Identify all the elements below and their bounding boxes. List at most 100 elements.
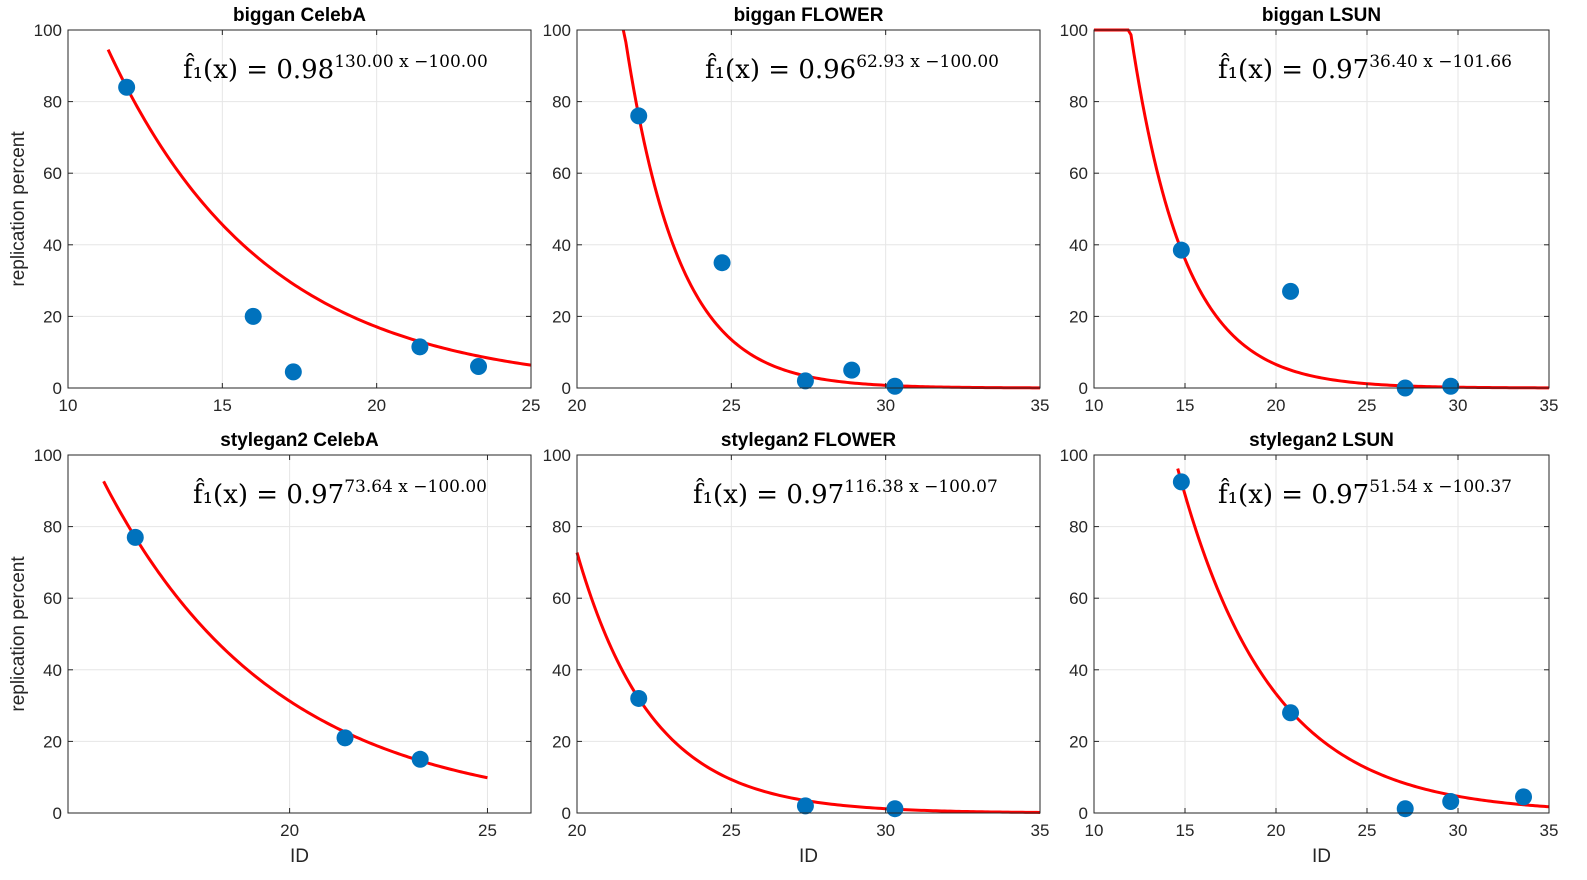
data-point	[1172, 473, 1190, 491]
data-point	[1172, 241, 1190, 259]
axes-box	[67, 29, 532, 389]
y-tick-label: 20	[1069, 307, 1088, 326]
data-point	[630, 689, 648, 707]
x-tick-label: 35	[1540, 396, 1559, 415]
chart-title: biggan FLOWER	[734, 5, 884, 26]
data-point	[1442, 793, 1460, 811]
y-tick-label: 60	[43, 589, 62, 608]
formula-lhs: f̂₁(x) =	[705, 53, 798, 85]
data-point	[118, 78, 136, 96]
x-tick-label: 20	[280, 821, 299, 840]
formula-lhs: f̂₁(x) =	[1218, 53, 1311, 85]
y-tick-label: 0	[1079, 804, 1088, 823]
x-tick-label: 20	[1267, 821, 1286, 840]
fit-formula: f̂₁(x) = 0.9751.54 x −100.37	[1218, 477, 1512, 510]
x-tick-label: 25	[1358, 821, 1377, 840]
formula-exponent: 130.00 x −100.00	[334, 52, 488, 72]
data-point	[1515, 788, 1533, 806]
y-tick-label: 40	[552, 236, 571, 255]
y-axis-label: replication percent	[8, 131, 29, 287]
x-tick-label: 30	[876, 821, 895, 840]
data-point	[411, 338, 429, 356]
x-tick-label: 25	[722, 821, 741, 840]
chart-title: biggan LSUN	[1262, 5, 1381, 26]
y-tick-label: 20	[552, 732, 571, 751]
x-tick-label: 35	[1540, 821, 1559, 840]
formula-base: 0.97	[786, 480, 844, 510]
axes-box	[576, 454, 1041, 814]
data-point	[843, 361, 861, 379]
y-tick-label: 80	[43, 518, 62, 537]
fit-formula: f̂₁(x) = 0.9773.64 x −100.00	[193, 477, 487, 510]
y-tick-label: 80	[552, 93, 571, 112]
chart-panel-3: 10 15 20 25 30 35 0 20 40 60 80 100 biggan LSUN f̂₁(x…	[1060, 5, 1559, 415]
x-tick-label: 25	[522, 396, 541, 415]
x-tick-label: 25	[1358, 396, 1377, 415]
y-tick-label: 100	[34, 21, 62, 40]
x-tick-label: 20	[367, 396, 386, 415]
x-tick-label: 30	[876, 396, 895, 415]
data-point	[630, 107, 648, 125]
fit-curve	[106, 48, 532, 367]
y-tick-label: 80	[1069, 93, 1088, 112]
x-tick-label: 10	[1085, 396, 1104, 415]
plot-area	[1094, 30, 1549, 388]
data-point	[796, 797, 814, 815]
fit-formula: f̂₁(x) = 0.98130.00 x −100.00	[183, 52, 488, 85]
x-tick-label: 25	[722, 396, 741, 415]
formula-base: 0.98	[276, 55, 334, 85]
y-tick-label: 20	[43, 732, 62, 751]
formula-lhs: f̂₁(x) =	[183, 53, 276, 85]
y-tick-label: 0	[562, 379, 571, 398]
fit-curve	[621, 29, 1041, 390]
y-tick-label: 100	[34, 446, 62, 465]
y-tick-label: 60	[552, 164, 571, 183]
axes-box	[1093, 29, 1550, 389]
y-tick-label: 80	[1069, 518, 1088, 537]
data-point	[886, 377, 904, 395]
data-point	[411, 750, 429, 768]
formula-exponent: 62.93 x −100.00	[856, 52, 999, 72]
y-tick-label: 60	[552, 589, 571, 608]
y-tick-label: 60	[43, 164, 62, 183]
data-point	[886, 800, 904, 818]
y-tick-label: 20	[1069, 732, 1088, 751]
plot-area	[68, 30, 531, 388]
chart-title: biggan CelebA	[233, 5, 366, 26]
y-tick-label: 40	[43, 236, 62, 255]
chart-panel-1: 10 15 20 25 0 20 40 60 80 100 biggan CelebA replica…	[8, 5, 540, 415]
data-point	[470, 358, 488, 376]
fit-curve	[1176, 468, 1550, 809]
x-tick-label: 20	[1267, 396, 1286, 415]
data-point	[1282, 704, 1300, 722]
data-point	[284, 363, 302, 381]
chart-title: stylegan2 LSUN	[1249, 430, 1394, 451]
x-axis-label: ID	[1312, 846, 1331, 867]
y-tick-label: 60	[1069, 589, 1088, 608]
formula-lhs: f̂₁(x) =	[193, 478, 286, 510]
formula-exponent: 51.54 x −100.37	[1369, 477, 1512, 497]
plot-area	[1094, 455, 1549, 813]
data-point	[796, 372, 814, 390]
y-tick-label: 0	[1079, 379, 1088, 398]
y-tick-label: 0	[562, 804, 571, 823]
formula-exponent: 116.38 x −100.07	[844, 477, 998, 497]
y-tick-label: 40	[552, 661, 571, 680]
y-tick-label: 80	[552, 518, 571, 537]
fit-formula: f̂₁(x) = 0.9662.93 x −100.00	[705, 52, 999, 85]
plot-area	[68, 455, 531, 813]
x-tick-label: 35	[1031, 396, 1050, 415]
y-tick-label: 0	[53, 379, 62, 398]
x-tick-label: 30	[1449, 396, 1468, 415]
formula-lhs: f̂₁(x) =	[1218, 478, 1311, 510]
x-tick-label: 10	[1085, 821, 1104, 840]
axes-box	[576, 29, 1041, 389]
x-tick-label: 30	[1449, 821, 1468, 840]
x-tick-label: 20	[568, 396, 587, 415]
data-point	[1282, 282, 1300, 300]
x-tick-label: 15	[1176, 821, 1195, 840]
formula-base: 0.96	[798, 55, 856, 85]
